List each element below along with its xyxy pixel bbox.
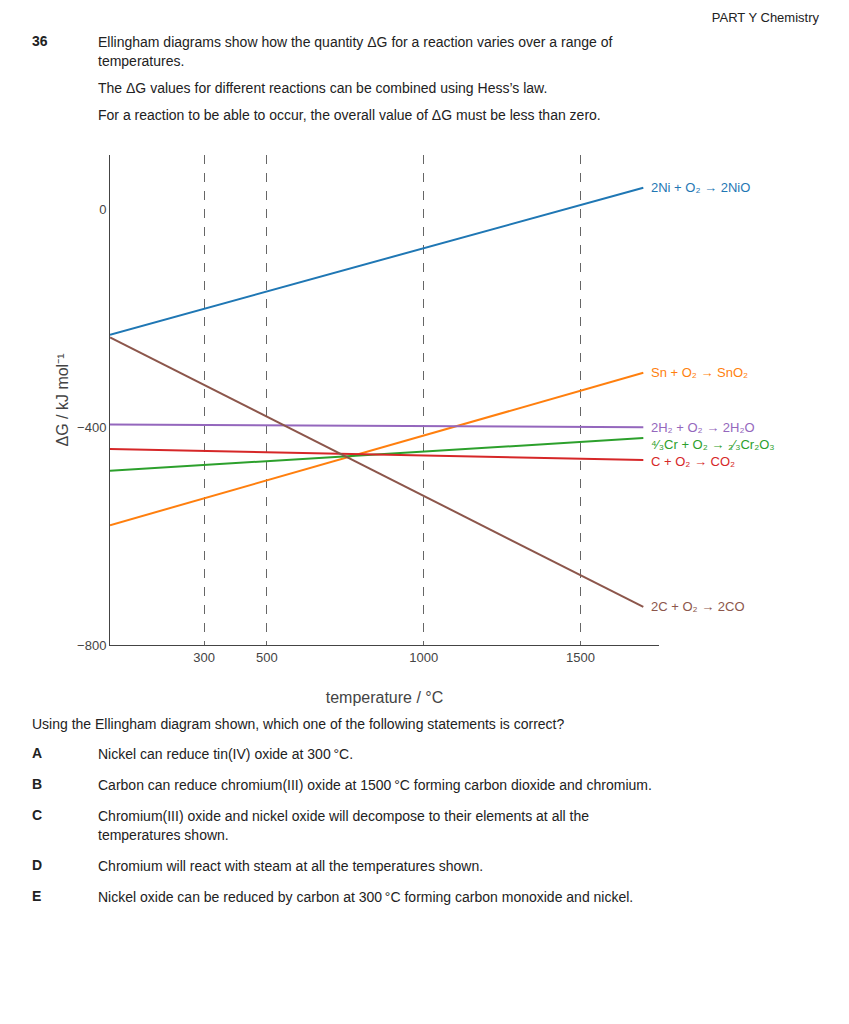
svg-text:1500: 1500 [566, 649, 595, 664]
html-text:For a reaction to be able to o: For a reaction to be able to occur, the … [98, 106, 601, 123]
html-text:A: A [32, 745, 43, 762]
html-text:Nickel can reduce tin(IV) oxid: Nickel can reduce tin(IV) oxide at 300 °… [98, 746, 354, 763]
svg-text:−400: −400 [77, 419, 106, 434]
svg-text:ΔG / kJ mol⁻¹: ΔG / kJ mol⁻¹ [54, 353, 71, 446]
svg-text:0: 0 [99, 202, 106, 217]
html-text:The ΔG values for different re: The ΔG values for different reactions ca… [98, 79, 548, 96]
html-text:temperatures.: temperatures. [98, 52, 185, 69]
svg-text:Sn + O₂ → SnO₂: Sn + O₂ → SnO₂ [651, 365, 748, 380]
html-text:B: B [32, 776, 43, 793]
svg-text:2Ni + O₂ → 2NiO: 2Ni + O₂ → 2NiO [651, 180, 750, 195]
svg-text:−800: −800 [77, 637, 106, 652]
html-text:36: 36 [32, 33, 48, 49]
html-text:Ellingham diagrams show how th: Ellingham diagrams show how the quantity… [98, 34, 613, 50]
svg-text:1000: 1000 [409, 649, 438, 664]
svg-text:500: 500 [256, 649, 278, 664]
html-text:C: C [32, 807, 43, 824]
html-text:Chromium will react with steam: Chromium will react with steam at all th… [98, 858, 484, 874]
svg-text:2C + O₂ → 2CO: 2C + O₂ → 2CO [651, 599, 745, 614]
html-text:Nickel oxide can be reduced by: Nickel oxide can be reduced by carbon at… [98, 888, 634, 905]
svg-text:2H₂ + O₂ → 2H₂O: 2H₂ + O₂ → 2H₂O [651, 420, 755, 435]
html-text:D: D [32, 857, 43, 873]
html-text:Chromium(III) oxide and nickel: Chromium(III) oxide and nickel oxide wil… [98, 808, 589, 844]
html-text:E: E [32, 887, 42, 904]
svg-text:300: 300 [193, 649, 215, 664]
html-text:Carbon can reduce chromium(III: Carbon can reduce chromium(III) oxide at… [98, 777, 652, 794]
svg-text:⁴⁄₃Cr + O₂ → ₂⁄₃Cr₂O₃: ⁴⁄₃Cr + O₂ → ₂⁄₃Cr₂O₃ [651, 437, 775, 452]
html-text:PART Y Chemistry: PART Y Chemistry [711, 10, 819, 25]
svg-text:temperature / °C: temperature / °C [326, 689, 444, 706]
svg-text:C + O₂ → CO₂: C + O₂ → CO₂ [651, 454, 735, 469]
html-text:Using the Ellingham diagram sh: Using the Ellingham diagram shown, which… [32, 715, 565, 732]
